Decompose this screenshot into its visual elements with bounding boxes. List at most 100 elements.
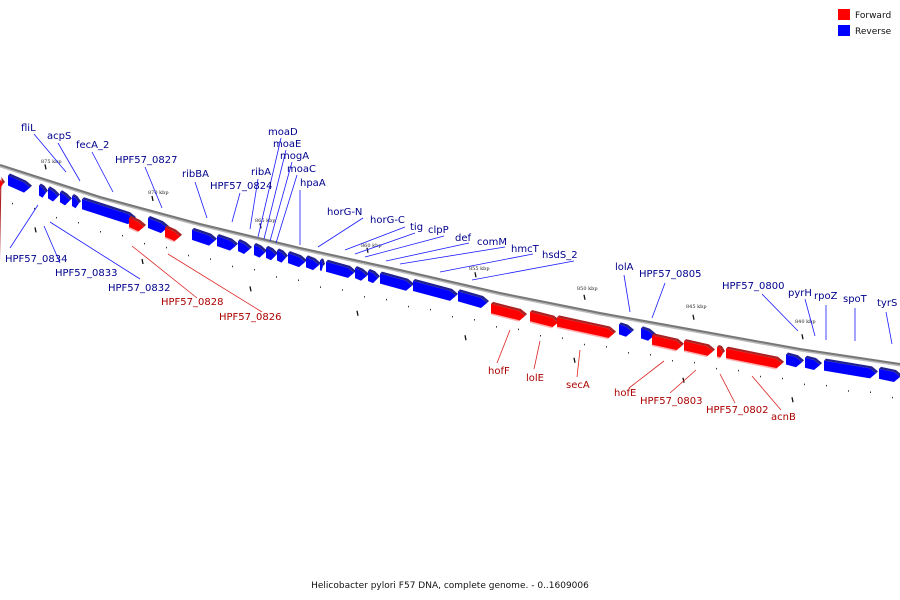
gene-label-mogA[interactable]: mogA <box>280 151 309 162</box>
gene-label-HPF57_0834[interactable]: HPF57_0834 <box>5 254 67 265</box>
gene-label-hsdS_2[interactable]: hsdS_2 <box>542 250 578 261</box>
gene-label-moaC[interactable]: moaC <box>287 164 316 175</box>
gene-label-HPF57_0827[interactable]: HPF57_0827 <box>115 155 177 166</box>
gene-label-moaE[interactable]: moaE <box>273 139 301 150</box>
gene-label-comM[interactable]: comM <box>477 237 507 248</box>
scale-dot <box>672 359 673 362</box>
reverse-gene-arrow-top <box>641 326 656 336</box>
reverse-gene-arrow <box>8 175 30 193</box>
forward-leader-line <box>167 253 263 313</box>
reverse-leader-line <box>275 174 298 244</box>
scale-dot <box>452 315 453 318</box>
gene-label-clpP[interactable]: clpP <box>428 225 449 236</box>
reverse-gene-arrow-top <box>380 271 414 286</box>
gene-label-HPF57_0824[interactable]: HPF57_0824 <box>210 181 272 192</box>
forward-leader-line <box>576 349 581 378</box>
gene-label-horG-N[interactable]: horG-N <box>327 207 362 218</box>
forward-gene-arrow-top <box>165 225 182 237</box>
reverse-gene-arrow-top <box>413 278 458 296</box>
scale-dot <box>474 319 475 321</box>
reverse-leader-line <box>43 225 61 264</box>
gene-label-pyrH[interactable]: pyrH <box>788 288 812 299</box>
gene-label-fliL[interactable]: fliL <box>21 123 36 134</box>
gene-label-tig[interactable]: tig <box>410 222 423 233</box>
gene-label-lolA[interactable]: lolA <box>615 262 634 273</box>
reverse-gene-arrow-top <box>288 251 307 263</box>
scale-dot <box>276 276 277 278</box>
scale-dot <box>408 305 409 308</box>
reverse-gene-arrow-top <box>879 366 900 377</box>
gene-label-moaD[interactable]: moaD <box>268 127 298 138</box>
reverse-gene-arrow <box>619 324 632 337</box>
forward-gene-arrow <box>0 179 3 189</box>
minor-tick <box>573 357 576 363</box>
forward-gene-arrow-underline <box>128 227 139 233</box>
kbp-tick <box>474 272 477 278</box>
gene-label-hmcT[interactable]: hmcT <box>511 244 540 255</box>
gene-label-HPF57_0802[interactable]: HPF57_0802 <box>706 405 768 416</box>
legend-reverse-label: Reverse <box>855 27 892 37</box>
reverse-gene-arrow <box>266 247 276 261</box>
kbp-tick <box>44 164 47 170</box>
gene-label-acnB[interactable]: acnB <box>771 412 796 423</box>
forward-gene-arrow-underline <box>556 326 609 340</box>
gene-label-def[interactable]: def <box>455 233 472 244</box>
scale-dot <box>298 279 299 282</box>
backbone-line <box>0 164 900 365</box>
scale-dot <box>694 361 695 364</box>
gene-label-HPF57_0833[interactable]: HPF57_0833 <box>55 268 117 279</box>
gene-label-HPF57_0803[interactable]: HPF57_0803 <box>640 396 702 407</box>
kbp-label-850: 850 kbp <box>577 286 598 292</box>
reverse-gene-arrow-top <box>277 248 288 258</box>
reverse-leader-line <box>354 232 416 255</box>
gene-label-HPF57_0826[interactable]: HPF57_0826 <box>219 312 281 323</box>
reverse-leader-line <box>364 235 445 258</box>
forward-gene-arrow-top <box>491 301 527 316</box>
gene-label-fecA_2[interactable]: fecA_2 <box>76 140 109 151</box>
kbp-tick <box>692 314 695 320</box>
reverse-leader-line <box>91 151 114 193</box>
reverse-gene-arrow-top <box>238 239 252 249</box>
minor-tick <box>141 258 144 265</box>
kbp-scale: 875 kbp 870 kbp 865 kbp 860 kbp 855 kbp … <box>41 159 816 325</box>
gene-label-tyrS[interactable]: tyrS <box>877 298 897 309</box>
scale-dot <box>782 377 783 380</box>
genome-backbone <box>0 164 900 367</box>
reverse-gene-arrow-top <box>72 194 81 204</box>
scale-dot <box>540 335 541 337</box>
reverse-gene-arrow <box>277 250 286 263</box>
scale-dot <box>100 231 101 233</box>
forward-gene-arrow-top <box>726 346 784 364</box>
gene-label-rpoZ[interactable]: rpoZ <box>814 291 838 302</box>
reverse-leader-line <box>761 293 799 332</box>
gene-label-HPF57_0800[interactable]: HPF57_0800 <box>722 281 784 292</box>
gene-label-HPF57_0832[interactable]: HPF57_0832 <box>108 283 170 294</box>
scale-dot <box>342 289 343 291</box>
reverse-leader-line <box>263 149 287 240</box>
forward-gene-arrow-underline <box>164 236 175 243</box>
gene-label-acpS[interactable]: acpS <box>47 131 71 142</box>
kbp-tick <box>151 195 154 202</box>
gene-label-ribA[interactable]: ribA <box>251 167 271 178</box>
reverse-gene-arrow-top <box>82 197 136 220</box>
scale-dot <box>870 391 871 393</box>
gene-label-horG-C[interactable]: horG-C <box>370 215 405 226</box>
gene-label-hofE[interactable]: hofE <box>614 388 636 399</box>
gene-label-hofF[interactable]: hofF <box>488 366 510 377</box>
kbp-label-870: 870 kbp <box>148 190 169 196</box>
reverse-gene-arrow <box>48 188 58 202</box>
scale-dot <box>144 242 145 245</box>
genome-caption: Helicobacter pylori F57 DNA, complete ge… <box>311 581 589 591</box>
gene-label-spoT[interactable]: spoT <box>843 294 868 305</box>
scale-dot <box>848 390 849 392</box>
reverse-leader-line <box>231 192 241 223</box>
gene-label-lolE[interactable]: lolE <box>526 373 544 384</box>
gene-label-secA[interactable]: secA <box>566 380 590 391</box>
forward-leader-line <box>669 369 697 394</box>
gene-label-hpaA[interactable]: hpaA <box>300 178 326 189</box>
reverse-gene-arrow <box>254 244 265 258</box>
gene-label-HPF57_0828[interactable]: HPF57_0828 <box>161 297 223 308</box>
gene-label-ribBA[interactable]: ribBA <box>182 169 209 180</box>
gene-label-HPF57_0805[interactable]: HPF57_0805 <box>639 269 701 280</box>
